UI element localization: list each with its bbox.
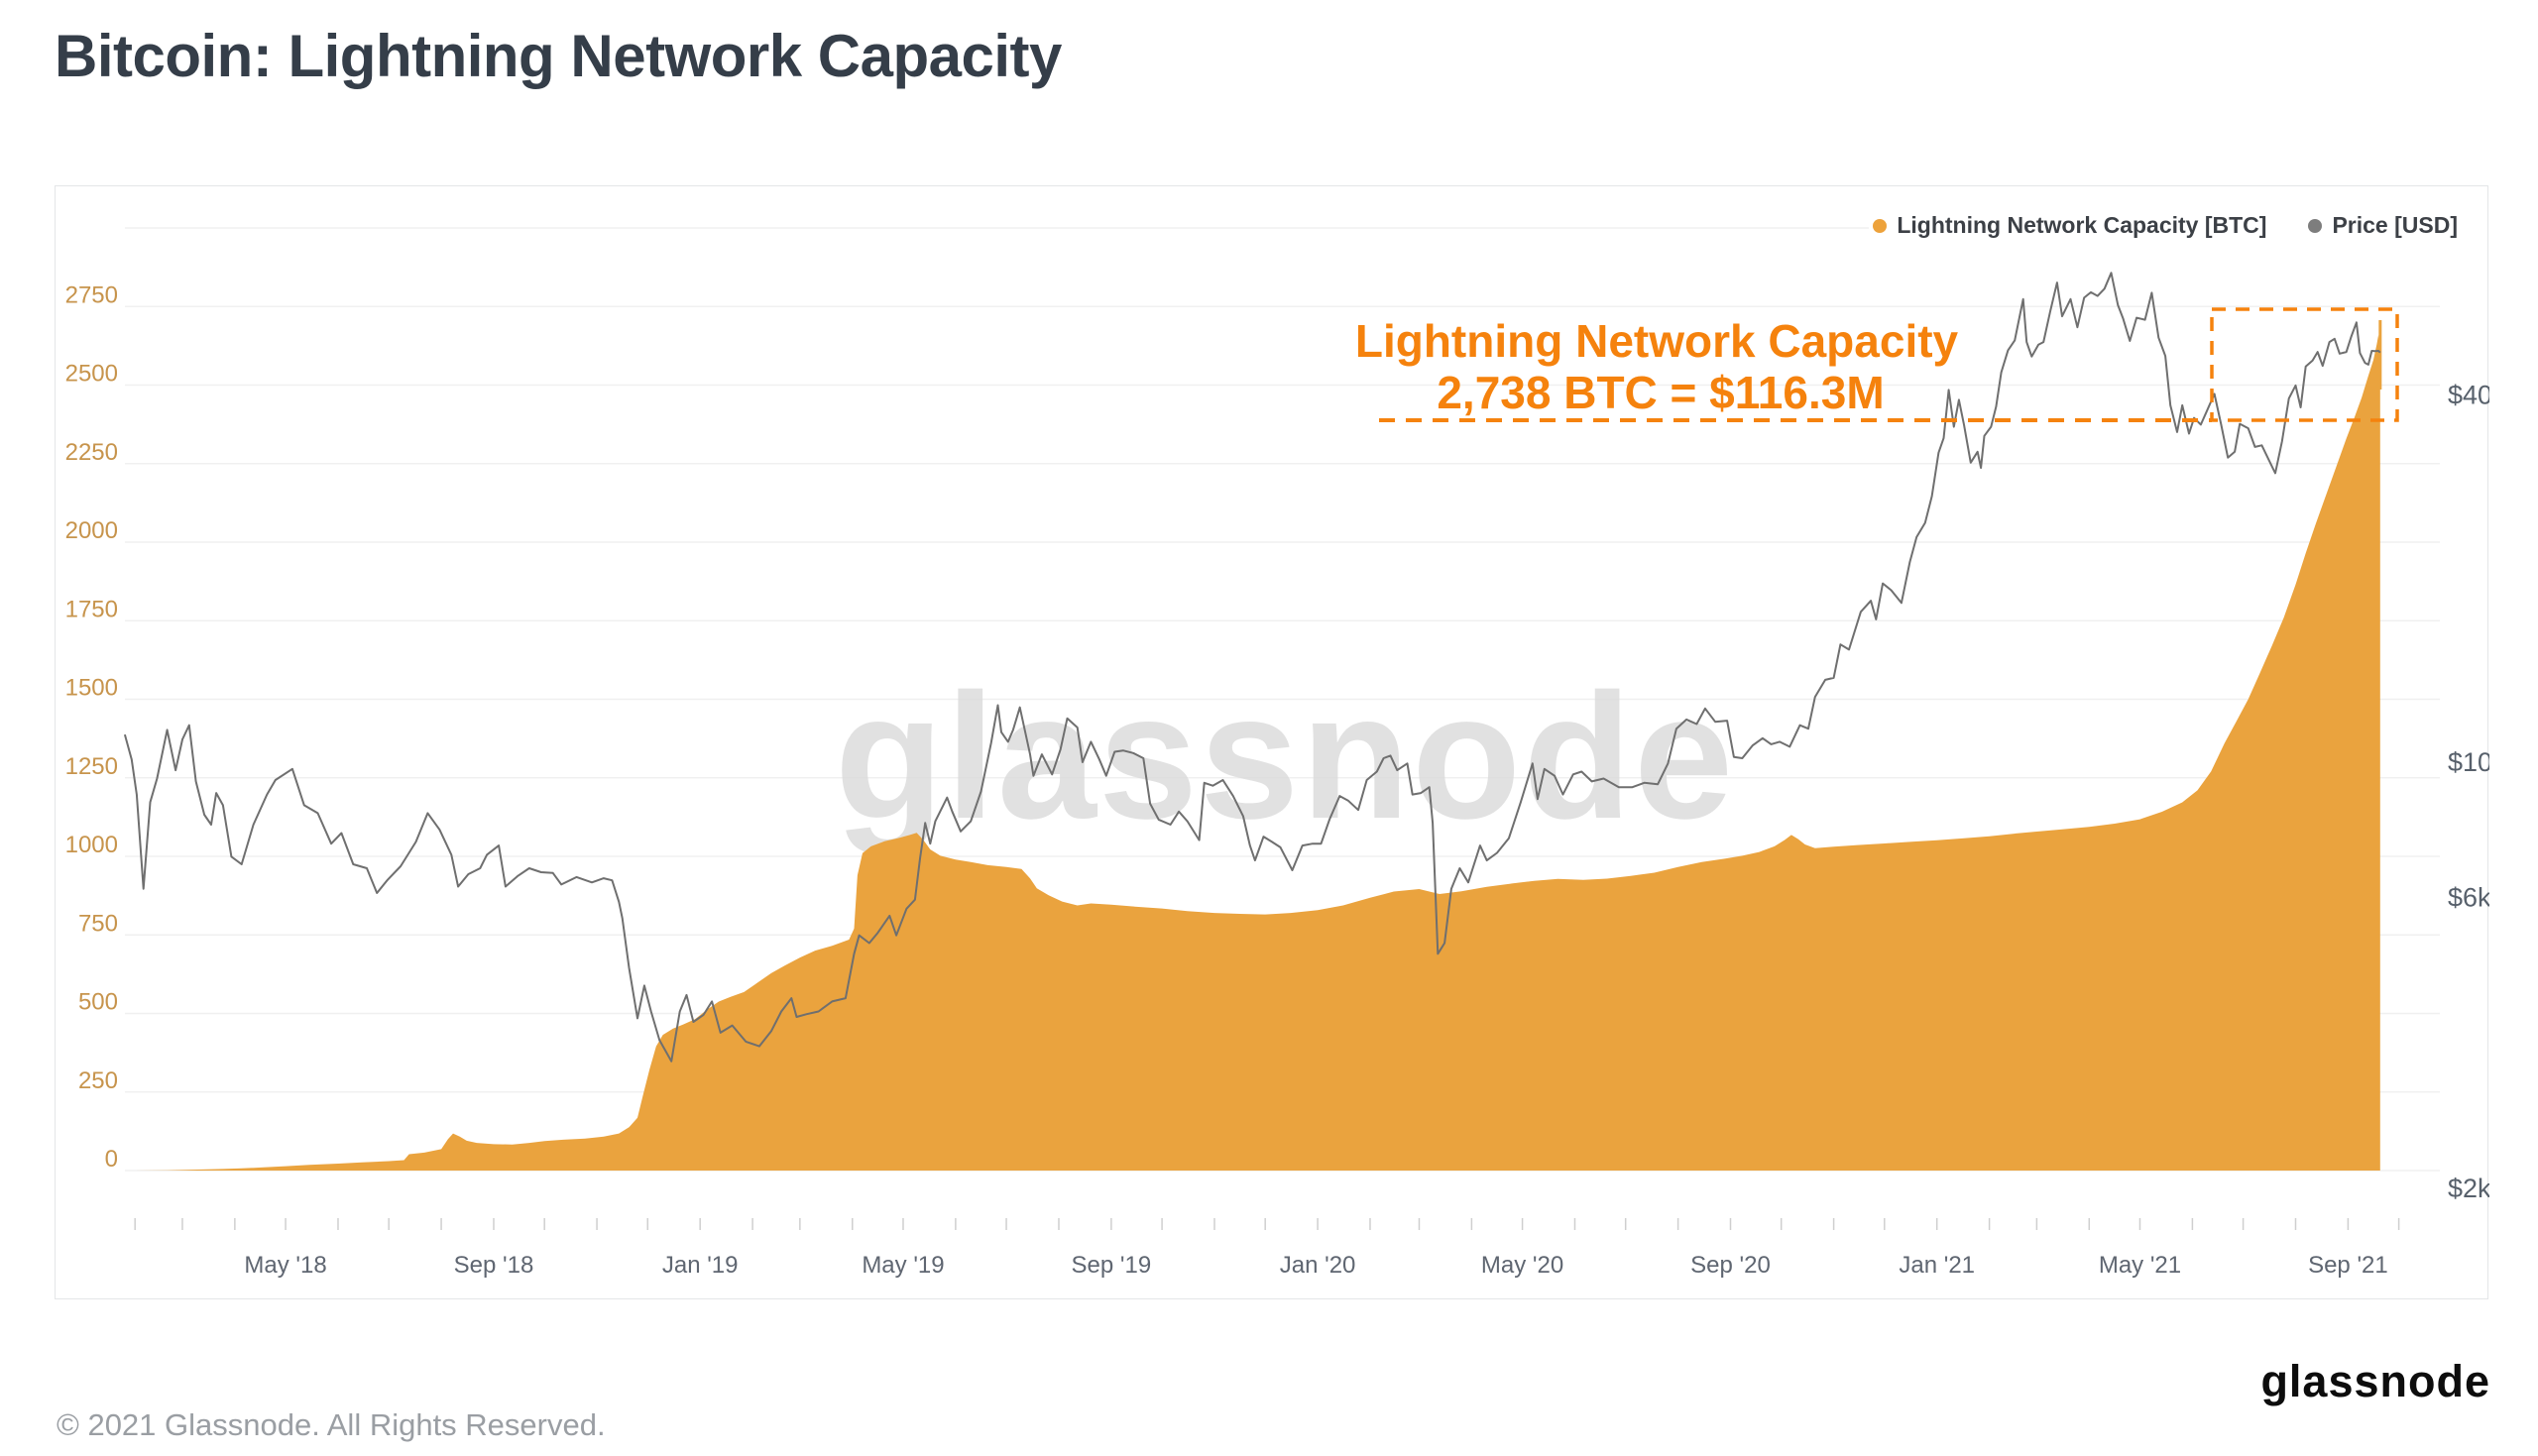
svg-text:Jan '19: Jan '19 (662, 1252, 739, 1279)
page-title: Bitcoin: Lightning Network Capacity (55, 23, 1062, 89)
svg-text:Jan '20: Jan '20 (1280, 1252, 1356, 1279)
legend-label-price: Price [USD] (2332, 212, 2458, 238)
svg-text:$2k: $2k (2448, 1174, 2489, 1203)
x-axis-ticks (134, 1218, 2400, 1230)
price-legend-dot-icon (2308, 218, 2323, 233)
svg-text:Sep '18: Sep '18 (454, 1252, 534, 1279)
annotation-callout: Lightning Network Capacity 2,738 BTC = $… (1355, 307, 2399, 422)
svg-text:May '18: May '18 (244, 1252, 326, 1279)
glassnode-logo: glassnode (2260, 1356, 2490, 1406)
svg-text:750: 750 (78, 910, 118, 937)
svg-text:May '19: May '19 (862, 1252, 944, 1279)
legend-label-capacity: Lightning Network Capacity [BTC] (1897, 212, 2267, 238)
annotation-title: Lightning Network Capacity (1355, 315, 1959, 367)
svg-text:250: 250 (78, 1067, 118, 1094)
svg-text:1250: 1250 (65, 753, 118, 780)
svg-text:May '21: May '21 (2099, 1252, 2181, 1279)
svg-text:$40k: $40k (2448, 381, 2489, 410)
chart-plot[interactable]: glassnode May '18 Sep '18 Jan '19 May '19 Se… (56, 186, 2489, 1300)
left-axis-labels: 0 250 500 750 1000 1250 1500 1750 2000 2250 2500 27… (65, 281, 118, 1173)
footer-copyright: © 2021 Glassnode. All Rights Reserved. (57, 1407, 606, 1442)
svg-text:2500: 2500 (65, 361, 118, 388)
watermark: glassnode (835, 657, 1735, 856)
svg-text:1750: 1750 (65, 596, 118, 622)
svg-text:Sep '19: Sep '19 (1072, 1252, 1152, 1279)
svg-text:Sep '20: Sep '20 (1690, 1252, 1771, 1279)
price-line-series (123, 272, 2381, 1063)
x-axis-labels: May '18 Sep '18 Jan '19 May '19 Sep '19 Jan '… (244, 1252, 2387, 1279)
legend-item-capacity[interactable]: Lightning Network Capacity [BTC] (1873, 212, 2266, 239)
svg-text:Jan '21: Jan '21 (1899, 1252, 1975, 1279)
legend-item-price[interactable]: Price [USD] (2308, 212, 2458, 239)
annotation-value: 2,738 BTC = $116.3M (1437, 367, 1884, 418)
capacity-legend-dot-icon (1873, 218, 1888, 233)
svg-text:0: 0 (105, 1146, 118, 1173)
svg-text:2750: 2750 (65, 281, 118, 308)
svg-text:Sep '21: Sep '21 (2308, 1252, 2388, 1279)
chart-legend: Lightning Network Capacity [BTC] Price [… (1869, 210, 2462, 241)
svg-text:2000: 2000 (65, 517, 118, 544)
svg-text:May '20: May '20 (1481, 1252, 1563, 1279)
annotation-highlight-rect (2210, 307, 2399, 422)
chart-card: Lightning Network Capacity [BTC] Price [… (55, 185, 2489, 1300)
svg-text:500: 500 (78, 989, 118, 1016)
right-axis-labels: $2k $6k $10k $40k (2448, 381, 2489, 1203)
svg-text:$10k: $10k (2448, 747, 2489, 777)
capacity-area-series (135, 320, 2382, 1171)
svg-text:2250: 2250 (65, 439, 118, 466)
svg-text:1500: 1500 (65, 675, 118, 702)
svg-text:$6k: $6k (2448, 882, 2489, 912)
svg-text:1000: 1000 (65, 832, 118, 858)
